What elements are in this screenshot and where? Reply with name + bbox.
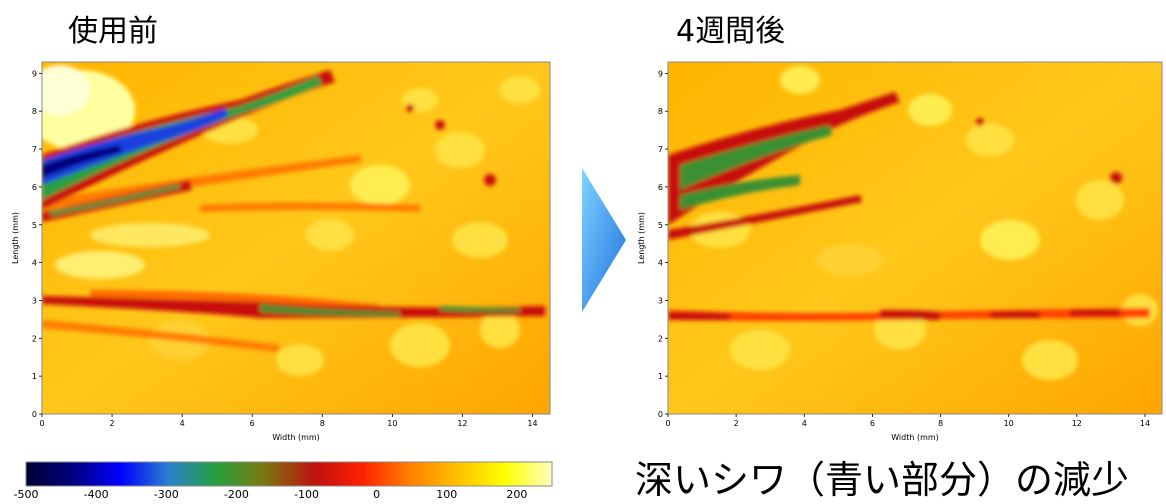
before-xlabel: Width (mm)	[272, 433, 320, 442]
before-ytick-label: 2	[32, 334, 37, 343]
after-ytick-label: 9	[658, 69, 663, 78]
before-xtick-label: 12	[457, 419, 467, 428]
before-xtick-label: 0	[39, 419, 44, 428]
after-ylabel: Length (mm)	[637, 212, 646, 264]
before-ytick-label: 6	[32, 183, 37, 192]
before-ytick-label: 8	[32, 107, 37, 116]
after-xtick-label: 2	[734, 419, 739, 428]
after-xtick-label: 4	[802, 419, 807, 428]
before-xtick-label: 8	[320, 419, 325, 428]
after-xtick-label: 0	[665, 419, 670, 428]
after-xtick-label: 8	[938, 419, 943, 428]
after-ytick-label: 0	[658, 410, 663, 419]
title-after: 4週間後	[676, 14, 786, 49]
colorbar-tick-label: -200	[224, 488, 249, 501]
colorbar-tick-label: 0	[373, 488, 380, 501]
colorbar-tick-label: -100	[294, 488, 319, 501]
before-xtick-label: 4	[180, 419, 185, 428]
after-ytick-label: 8	[658, 107, 663, 116]
before-ylabel: Length (mm)	[11, 212, 20, 264]
before-ytick-label: 1	[32, 372, 37, 381]
before-xtick-label: 10	[387, 419, 397, 428]
after-ytick-label: 3	[658, 296, 663, 305]
after-ytick-label: 6	[658, 183, 663, 192]
colorbar: -500 -400 -300 -200 -100 0 100 200	[14, 461, 553, 501]
title-before: 使用前	[68, 14, 158, 49]
after-ytick-label: 4	[658, 259, 663, 268]
arrow-right-icon	[582, 168, 626, 312]
before-ytick-label: 7	[32, 145, 37, 154]
before-ytick-label: 5	[32, 221, 37, 230]
colorbar-tick-label: -400	[84, 488, 109, 501]
colorbar-tick-label: -500	[14, 488, 39, 501]
after-xtick-label: 12	[1072, 419, 1082, 428]
after-ytick-label: 2	[658, 334, 663, 343]
colorbar-tick-label: 200	[506, 488, 527, 501]
after-xtick-label: 14	[1140, 419, 1150, 428]
colorbar-tick-label: -300	[154, 488, 179, 501]
before-ytick-label: 4	[32, 259, 37, 268]
after-ytick-label: 7	[658, 145, 663, 154]
after-xtick-label: 10	[1004, 419, 1014, 428]
after-xlabel: Width (mm)	[891, 433, 939, 442]
after-ytick-label: 5	[658, 221, 663, 230]
before-xtick-label: 2	[110, 419, 115, 428]
map-before	[41, 61, 551, 415]
before-ytick-label: 0	[32, 410, 37, 419]
map-after	[667, 61, 1163, 415]
caption: 深いシワ（青い部分）の減少	[635, 458, 1130, 502]
after-xtick-label: 6	[870, 419, 875, 428]
before-xtick-label: 14	[527, 419, 537, 428]
before-xtick-label: 6	[250, 419, 255, 428]
before-ytick-label: 9	[32, 69, 37, 78]
before-ytick-label: 3	[32, 296, 37, 305]
colorbar-tick-label: 100	[436, 488, 457, 501]
after-ytick-label: 1	[658, 372, 663, 381]
